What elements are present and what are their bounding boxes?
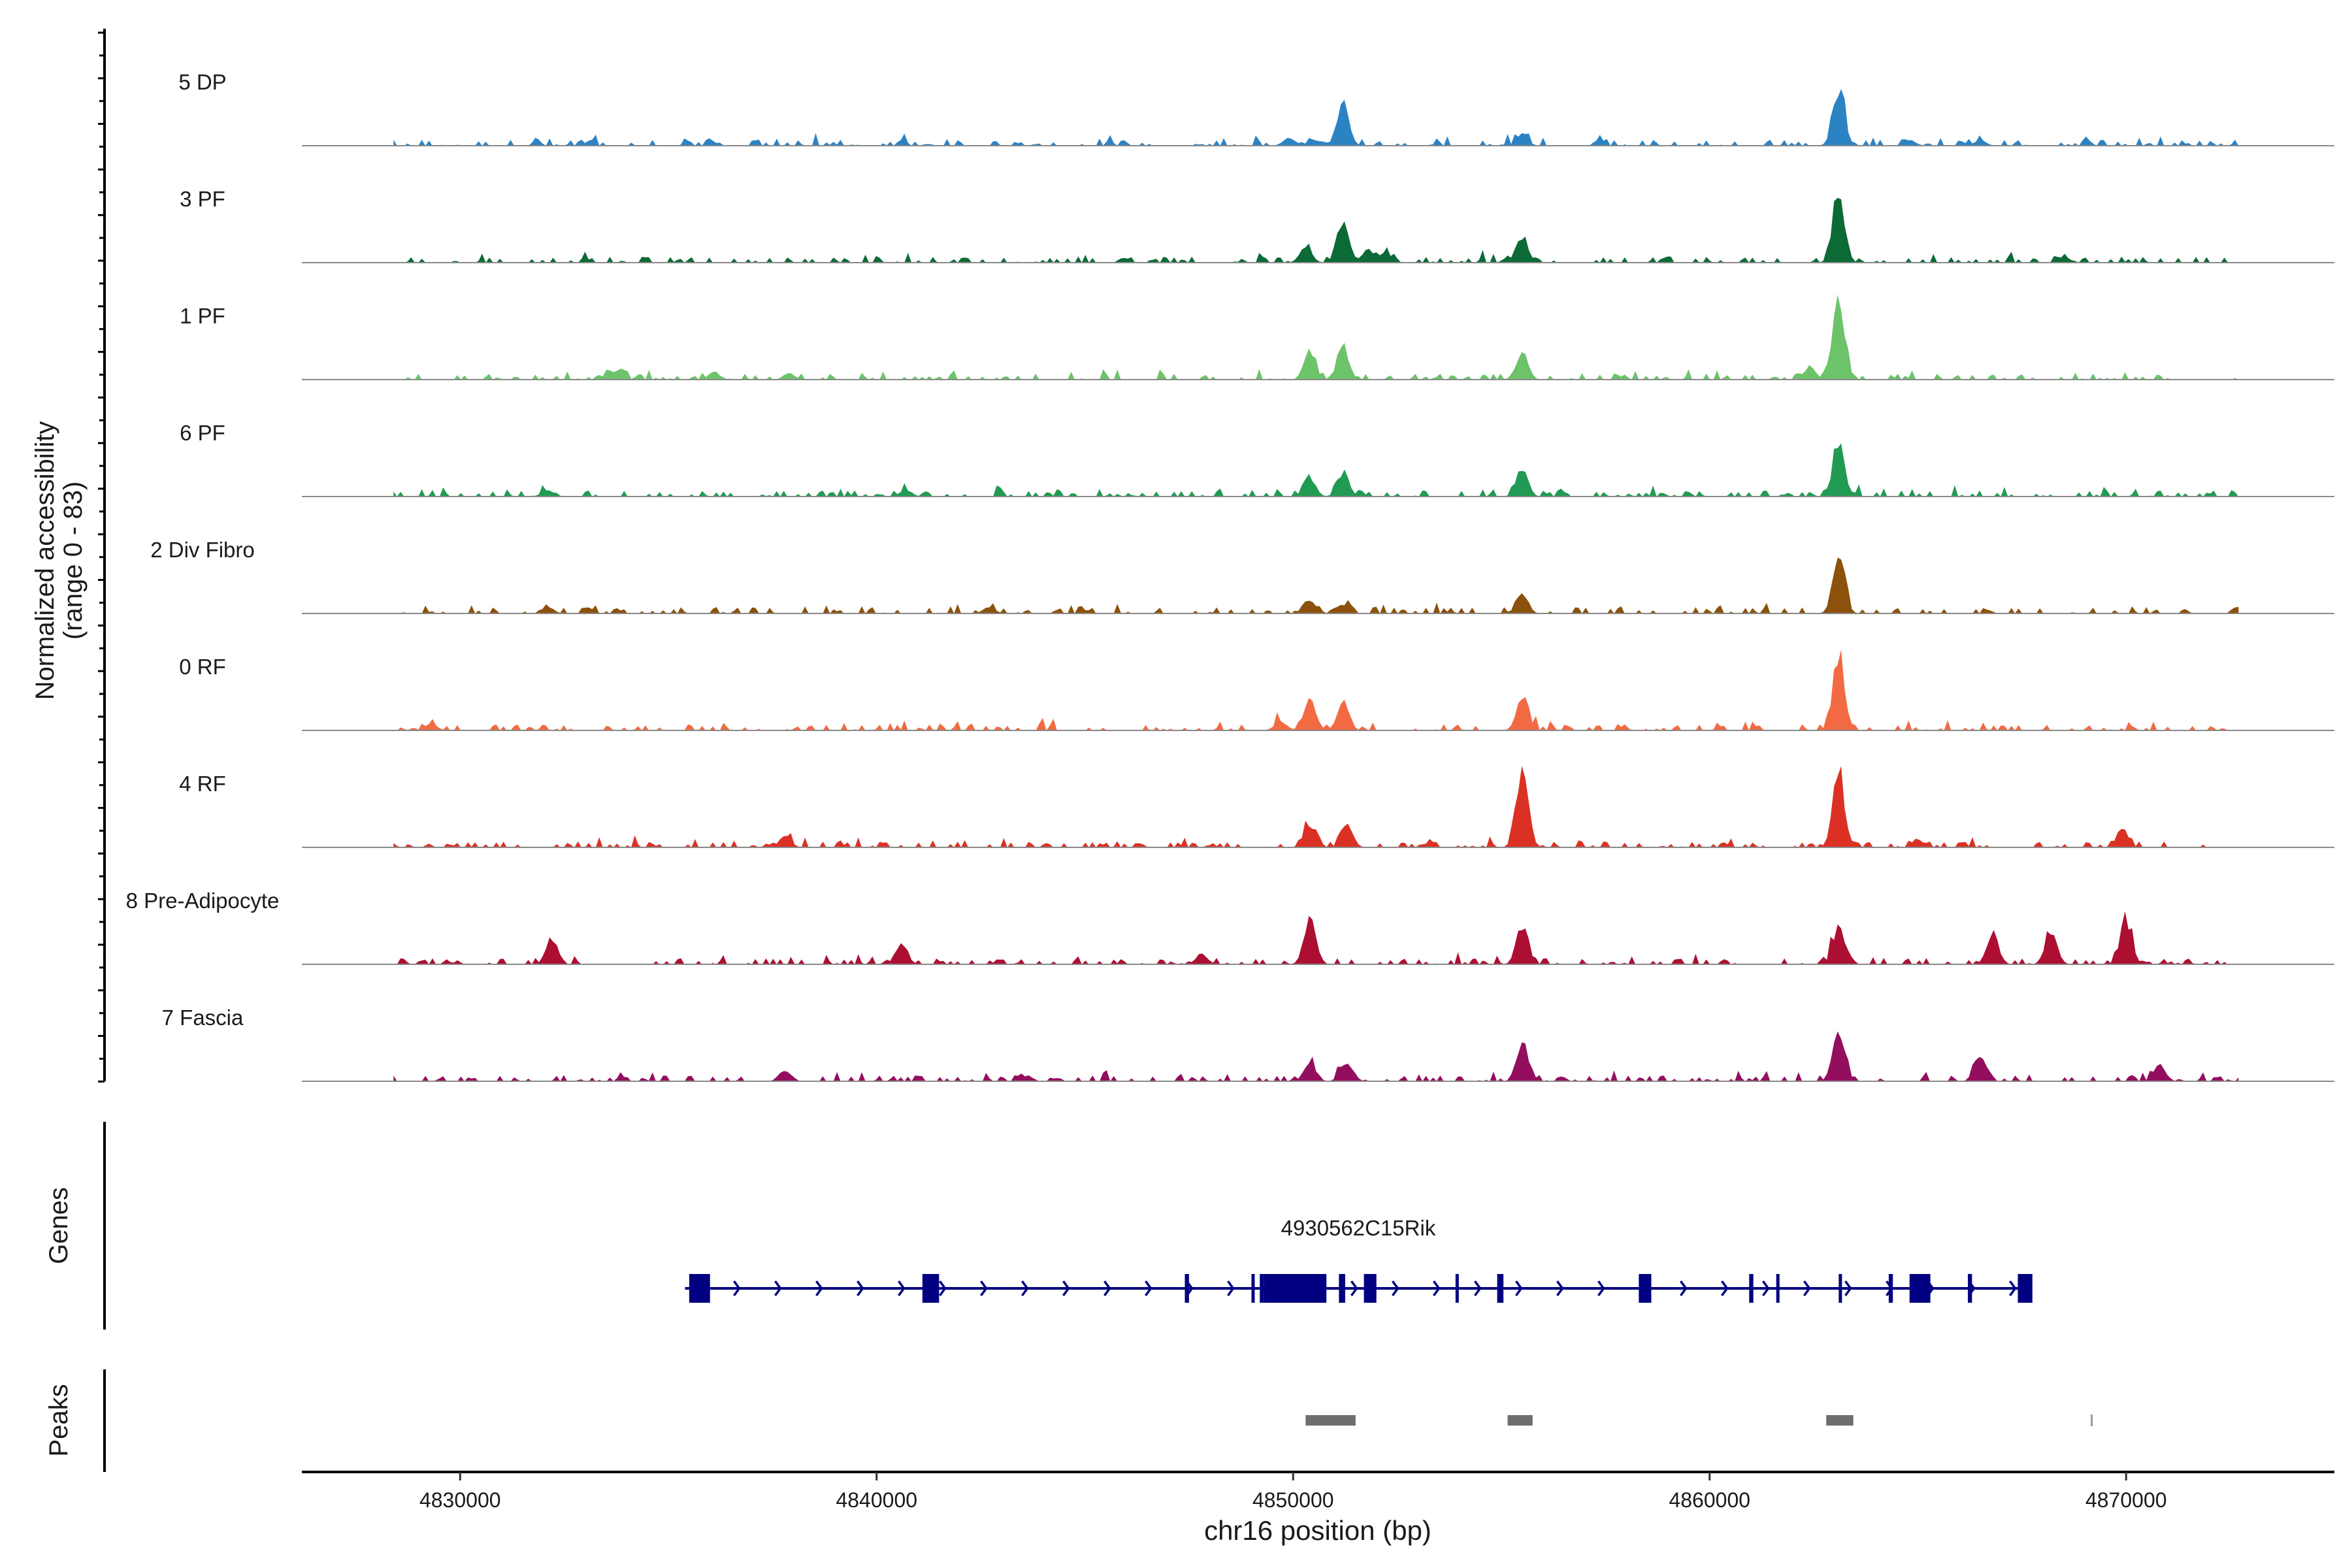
x-tick-label: 4840000	[836, 1488, 917, 1512]
strand-arrow	[1803, 1280, 1811, 1297]
gene-exon	[1838, 1274, 1842, 1303]
coverage-area-6-pf	[393, 443, 2239, 497]
strand-arrow	[939, 1280, 947, 1297]
strand-arrow	[733, 1280, 741, 1297]
track-label: 4 RF	[179, 772, 226, 796]
gene-exon	[1776, 1274, 1780, 1303]
strand-arrow	[1392, 1280, 1399, 1297]
gene-exon	[1184, 1274, 1189, 1303]
strand-arrow	[857, 1280, 864, 1297]
gene-exon	[922, 1274, 939, 1303]
strand-arrow	[1556, 1280, 1564, 1297]
coverage-area-3-pf	[393, 197, 2239, 263]
peak-region	[1305, 1415, 1356, 1426]
gene-exon	[1968, 1274, 1972, 1303]
x-tick-label: 4850000	[1252, 1488, 1334, 1512]
strand-arrow	[1350, 1280, 1358, 1297]
strand-arrow	[1597, 1280, 1605, 1297]
x-axis-label: chr16 position (bp)	[1204, 1515, 1431, 1546]
coverage-area-0-rf	[393, 649, 2239, 730]
track-label: 7 Fascia	[162, 1005, 244, 1030]
strand-arrow	[1433, 1280, 1441, 1297]
track-label: 5 DP	[178, 70, 226, 94]
strand-arrow	[774, 1280, 782, 1297]
strand-arrow	[980, 1280, 988, 1297]
gene-exon	[1749, 1274, 1754, 1303]
strand-arrow	[1680, 1280, 1688, 1297]
gene-exon	[2017, 1274, 2033, 1303]
x-tick-label: 4830000	[419, 1488, 501, 1512]
strand-arrow	[1474, 1280, 1482, 1297]
peaks-panel-label: Peaks	[44, 1384, 73, 1456]
genes-panel-label: Genes	[44, 1187, 73, 1264]
coverage-area-2-div-fibro	[393, 557, 2239, 613]
gene-exon	[1455, 1274, 1459, 1303]
y-axis-label-line1: Normalized accessibility	[31, 421, 59, 700]
strand-arrow	[1062, 1280, 1070, 1297]
strand-arrow	[1844, 1280, 1852, 1297]
strand-arrow	[898, 1280, 906, 1297]
gene-exon	[1364, 1274, 1377, 1303]
x-tick-label: 4860000	[1669, 1488, 1750, 1512]
coverage-area-8-pre-adipocyte	[393, 911, 2239, 964]
track-label: 1 PF	[180, 304, 225, 328]
strand-arrow	[1227, 1280, 1235, 1297]
gene-exon	[1909, 1274, 1931, 1303]
strand-arrow	[1721, 1280, 1729, 1297]
track-label: 3 PF	[180, 187, 225, 211]
gene-exon	[1264, 1274, 1327, 1303]
coverage-area-1-pf	[393, 294, 2239, 380]
gene-exon	[1339, 1274, 1345, 1303]
gene-exon	[689, 1274, 710, 1303]
track-label: 8 Pre-Adipocyte	[126, 889, 280, 913]
strand-arrow	[1515, 1280, 1523, 1297]
gene-name-label: 4930562C15Rik	[1281, 1216, 1436, 1240]
gene-exon	[1260, 1274, 1264, 1303]
strand-arrow	[2009, 1280, 2017, 1297]
strand-arrow	[1103, 1280, 1111, 1297]
y-axis-label-line2: (range 0 - 83)	[59, 482, 88, 640]
track-label: 2 Div Fibro	[150, 538, 255, 562]
gene-exon	[1639, 1274, 1652, 1303]
gene-exon	[1251, 1274, 1255, 1303]
strand-arrow	[1021, 1280, 1029, 1297]
strand-arrow	[1145, 1280, 1152, 1297]
peak-region	[1826, 1415, 1854, 1426]
track-label: 0 RF	[179, 655, 226, 679]
peak-region	[2091, 1414, 2093, 1426]
gene-exon	[1497, 1274, 1504, 1303]
gene-exon	[1888, 1274, 1893, 1303]
peak-region	[1507, 1415, 1533, 1426]
coverage-area-5-dp	[393, 89, 2239, 146]
coverage-area-7-fascia	[393, 1031, 2239, 1081]
strand-arrow	[815, 1280, 823, 1297]
track-label: 6 PF	[180, 421, 225, 445]
coverage-area-4-rf	[393, 766, 2239, 847]
x-tick-label: 4870000	[2085, 1488, 2167, 1512]
strand-arrow	[1762, 1280, 1770, 1297]
